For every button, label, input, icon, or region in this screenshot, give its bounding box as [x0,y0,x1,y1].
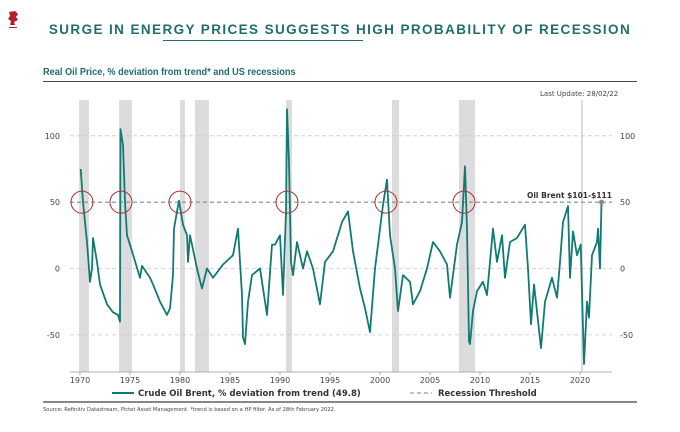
page-title: SURGE IN ENERGY PRICES SUGGESTS HIGH PRO… [48,22,632,37]
legend: Crude Oil Brent, % deviation from trend … [112,389,537,399]
x-tick-label: 2005 [420,376,440,385]
recession-band [119,100,132,372]
y-tick-label-left: 100 [45,132,60,141]
recession-band [79,100,89,372]
brent-annotation: Oil Brent $101-$111 [527,191,612,200]
y-tick-label-left: 0 [55,265,60,274]
highlight-circle [452,190,476,214]
pictet-logo [6,10,20,32]
y-tick-label-left: 50 [50,198,60,207]
recession-band [195,100,209,372]
x-tick-label: 1975 [120,376,140,385]
recession-band [286,100,292,372]
y-tick-label-right: 50 [620,198,630,207]
x-tick-label: 1985 [220,376,240,385]
x-tick-label: 2000 [370,376,390,385]
source-note: Source: Refinitiv Datastream, Pictet Ass… [43,407,336,413]
highlight-circle [109,190,133,214]
recession-band [581,100,583,372]
y-tick-label-left: -50 [47,331,60,340]
highlight-circle [374,190,398,214]
x-tick-label: 1995 [320,376,340,385]
highlight-circle [70,190,94,214]
highlight-circle [168,190,192,214]
last-update: Last Update: 28/02/22 [540,90,619,98]
x-tick-label: 1990 [270,376,290,385]
divider [43,401,637,403]
x-tick-label: 1970 [70,376,90,385]
legend-threshold-label: Recession Threshold [438,389,537,399]
title-underline [163,40,363,41]
x-tick-label: 2010 [470,376,490,385]
y-tick-label-right: 0 [620,265,625,274]
y-tick-label-right: -50 [620,331,633,340]
highlight-circle [275,190,299,214]
recession-band [180,100,185,372]
y-tick-label-right: 100 [620,132,635,141]
x-tick-label: 1980 [170,376,190,385]
series-line-brent [79,108,603,365]
latest-point-marker [599,199,604,205]
x-tick-label: 2020 [570,376,590,385]
legend-series-label: Crude Oil Brent, % deviation from trend … [138,389,361,399]
divider [43,81,637,82]
x-tick-label: 2015 [520,376,540,385]
chart-title: Real Oil Price, % deviation from trend* … [43,67,296,78]
recession-band [392,100,399,372]
